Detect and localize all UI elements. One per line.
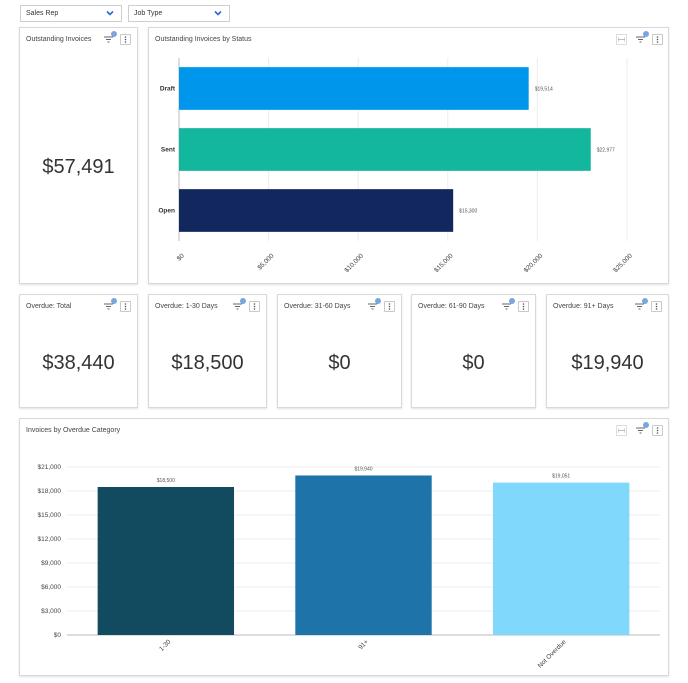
outstanding-total-value: $57,491 — [42, 156, 115, 178]
expand-button[interactable] — [616, 34, 627, 45]
x-tick-label: $15,000 — [433, 252, 455, 274]
expand-button[interactable] — [616, 425, 627, 436]
bar — [179, 189, 454, 232]
y-tick-label: $12,000 — [38, 536, 62, 543]
card-title: Overdue: 31-60 Days — [284, 303, 351, 310]
more-options-button[interactable] — [120, 301, 131, 312]
overdue-61-90-card: Overdue: 61-90 Days $0 — [411, 294, 536, 408]
bar — [97, 487, 235, 635]
filter-button[interactable] — [103, 298, 117, 312]
card-title: Overdue: Total — [26, 303, 72, 310]
outstanding-invoices-card: Outstanding Invoices $57,491 — [19, 27, 138, 284]
filter-button[interactable] — [367, 298, 381, 312]
overdue-91-plus-card: Overdue: 91+ Days $19,940 — [546, 294, 669, 408]
data-label: $19,514 — [535, 87, 553, 93]
category-label: Draft — [160, 86, 176, 93]
more-vertical-icon — [124, 36, 127, 43]
overdue-61-90-value: $0 — [462, 352, 485, 374]
filter-button[interactable] — [232, 298, 246, 312]
filter-icon — [635, 303, 644, 310]
filter-button[interactable] — [635, 31, 649, 45]
chevron-down-icon — [214, 10, 222, 16]
card-title: Overdue: 91+ Days — [553, 303, 614, 310]
more-options-button[interactable] — [652, 34, 663, 45]
more-options-button[interactable] — [518, 301, 529, 312]
category-label: Open — [158, 208, 175, 215]
more-vertical-icon — [655, 303, 658, 310]
filter-icon — [368, 303, 377, 310]
more-options-button[interactable] — [384, 301, 395, 312]
more-options-button[interactable] — [120, 34, 131, 45]
overdue-91-plus-value: $19,940 — [571, 352, 644, 374]
more-vertical-icon — [522, 303, 525, 310]
x-tick-label: 1-30 — [158, 638, 172, 652]
card-title: Invoices by Overdue Category — [26, 427, 121, 434]
more-options-button[interactable] — [651, 301, 662, 312]
expand-icon — [618, 428, 625, 433]
chevron-down-icon — [106, 10, 114, 16]
filter-icon — [502, 303, 511, 310]
x-tick-label: 91+ — [357, 638, 370, 651]
card-title: Overdue: 61-90 Days — [418, 303, 485, 310]
x-tick-label: $5,000 — [256, 252, 275, 271]
sales-rep-label: Sales Rep — [26, 10, 59, 17]
y-tick-label: $18,000 — [38, 488, 62, 495]
x-tick-label: Not Overdue — [537, 638, 568, 669]
bar — [179, 128, 591, 171]
job-type-dropdown[interactable]: Job Type — [128, 5, 230, 22]
data-label: $18,500 — [157, 478, 175, 484]
more-options-button[interactable] — [249, 301, 260, 312]
data-label: $19,940 — [354, 466, 372, 472]
bar — [492, 482, 630, 635]
x-tick-label: $20,000 — [523, 252, 545, 274]
filter-icon — [636, 36, 645, 43]
overdue-31-60-value: $0 — [328, 352, 351, 374]
filter-icon — [104, 303, 113, 310]
card-title: Outstanding Invoices — [26, 36, 92, 43]
filter-button[interactable] — [501, 298, 515, 312]
data-label: $19,051 — [552, 474, 570, 480]
status-chart-card: Outstanding Invoices by Status $0 $5,000 $… — [148, 27, 669, 284]
more-options-button[interactable] — [652, 425, 663, 436]
status-bar-chart: $0 $5,000 $10,000 $15,000 $20,000 $25,000 Draf… — [158, 58, 634, 274]
category-bar-chart: $0 $3,000 $6,000 $9,000 $12,000 $15,000 $18,00… — [38, 464, 660, 670]
y-tick-label: $9,000 — [41, 560, 61, 567]
expand-icon — [618, 37, 625, 42]
bar — [295, 475, 432, 635]
data-label: $15,300 — [459, 209, 477, 215]
category-label: Sent — [161, 147, 176, 154]
card-title: Outstanding Invoices by Status — [155, 36, 252, 43]
filter-icon — [636, 427, 645, 434]
overdue-1-30-card: Overdue: 1-30 Days $18,500 — [148, 294, 267, 408]
y-tick-label: $3,000 — [41, 608, 61, 615]
card-title: Overdue: 1-30 Days — [155, 303, 218, 310]
x-tick-label: $0 — [176, 252, 186, 262]
data-label: $22,977 — [597, 148, 615, 154]
filter-button[interactable] — [103, 31, 117, 45]
more-vertical-icon — [656, 36, 659, 43]
more-vertical-icon — [388, 303, 391, 310]
filter-button[interactable] — [635, 422, 649, 436]
y-tick-label: $21,000 — [38, 464, 62, 471]
job-type-label: Job Type — [134, 10, 163, 17]
filter-icon — [104, 36, 113, 43]
more-vertical-icon — [656, 427, 659, 434]
y-tick-label: $0 — [54, 632, 62, 639]
bar — [179, 67, 529, 110]
overdue-31-60-card: Overdue: 31-60 Days $0 — [277, 294, 402, 408]
filter-button[interactable] — [634, 298, 648, 312]
filter-icon — [233, 303, 242, 310]
overdue-total-card: Overdue: Total $38,440 — [19, 294, 138, 408]
sales-rep-dropdown[interactable]: Sales Rep — [20, 5, 122, 22]
more-vertical-icon — [124, 303, 127, 310]
x-tick-label: $10,000 — [343, 252, 365, 274]
overdue-total-value: $38,440 — [42, 352, 115, 374]
more-vertical-icon — [253, 303, 256, 310]
category-chart-card: Invoices by Overdue Category $0 $3,000 $6,… — [19, 418, 669, 676]
overdue-1-30-value: $18,500 — [171, 352, 244, 374]
y-tick-label: $6,000 — [41, 584, 61, 591]
x-tick-label: $25,000 — [612, 252, 634, 274]
y-tick-label: $15,000 — [38, 512, 62, 519]
